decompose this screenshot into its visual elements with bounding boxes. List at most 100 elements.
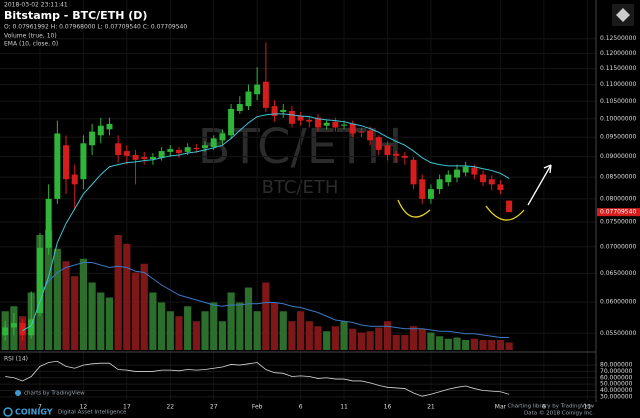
candle-body (89, 131, 96, 146)
candle-body (184, 147, 191, 152)
volume-bar (505, 342, 513, 350)
logo (612, 4, 634, 26)
candle-body (401, 155, 408, 158)
volume-bar (418, 328, 426, 350)
volume-bar (192, 321, 200, 350)
candle-body (419, 179, 426, 199)
candle-body (393, 153, 400, 156)
volume-bar (175, 316, 183, 350)
volume-bar (123, 243, 131, 350)
candle-body (228, 108, 235, 136)
y-tick-label: 0.12500000 (600, 35, 636, 42)
candle-body (149, 157, 156, 160)
volume-bar (479, 340, 487, 350)
candle-body (367, 130, 374, 141)
candle-body (80, 143, 87, 180)
candle-body (63, 145, 70, 180)
volume-bar (279, 311, 287, 350)
candle-body (245, 91, 252, 107)
logo-mark (616, 8, 630, 22)
y-tick-label: 0.06500000 (600, 270, 636, 277)
volume-bar (357, 332, 366, 350)
candle-body (54, 133, 61, 199)
volume-bar (62, 261, 70, 350)
volume-bar (45, 230, 53, 350)
rsi-tick-label: 60.000000 (600, 374, 633, 381)
plot-layer: 0.12500000 0.12000000 0.11500000 0.11000000… (0, 0, 636, 400)
annotation-arrow (527, 164, 552, 206)
candle-body (332, 121, 339, 128)
candle-body (314, 117, 321, 128)
candle-body (349, 123, 356, 134)
candle-body (219, 133, 226, 141)
coinigy-icon (3, 407, 13, 417)
volume-bar (270, 302, 279, 350)
volume-bar (470, 338, 478, 350)
x-tick-label: Feb (252, 404, 263, 411)
x-tick-label: 21 (427, 404, 435, 411)
candle-body (271, 106, 278, 116)
y-tick-label: 0.08500000 (600, 174, 636, 181)
candle-body (210, 138, 217, 148)
candle-body (506, 200, 513, 213)
volume-bar (236, 302, 244, 350)
watermark-sub: BTC/ETH (262, 177, 339, 198)
rsi-tick-label: 50.000000 (600, 381, 633, 388)
volume-bar (71, 276, 79, 350)
x-tick-label: 16 (384, 404, 392, 411)
candle-body (28, 319, 35, 336)
ohlc-readout: O: 0.07961992 H: 0.07968000 L: 0.0770954… (4, 24, 187, 31)
y-tick-label: 0.09000000 (600, 153, 636, 160)
volume-bar (53, 248, 61, 350)
candle-body (375, 137, 382, 150)
volume-bar (184, 306, 192, 350)
copyright: Data © 2018 Coinigy Inc. (524, 410, 594, 417)
volume-bar (210, 302, 218, 350)
candle-body (384, 145, 391, 156)
x-tick-label: 12 (80, 404, 88, 411)
volume-bar (331, 326, 339, 350)
volume-bar (105, 297, 114, 350)
candle-body (341, 124, 348, 126)
volume-bar (305, 321, 313, 350)
candle-body (254, 84, 261, 95)
volume-ma-line (39, 262, 510, 338)
ema-line (22, 113, 510, 332)
annotation-curve (397, 199, 431, 218)
volume-bar (383, 321, 392, 350)
volume-bar (140, 263, 148, 350)
last-price-tag (597, 208, 640, 217)
x-tick-label: Mar (495, 404, 507, 411)
volume-bar (349, 328, 357, 350)
volume-bar (244, 287, 253, 350)
x-tick-label: 11 (583, 404, 591, 411)
volume-bar (409, 326, 418, 350)
candle-body (427, 189, 434, 199)
rsi-tick-label: 80.000000 (600, 362, 633, 369)
volume-bar (288, 321, 296, 350)
candle-body (262, 81, 269, 108)
volume-bar (453, 337, 461, 350)
volume-legend: Volume (true, 10) (4, 33, 57, 40)
candle-body (497, 184, 504, 191)
last-price-label: 0.07709540 (600, 209, 636, 216)
volume-bar (97, 292, 105, 350)
y-tick-label: 0.10500000 (600, 98, 636, 105)
y-tick-label: 0.08000000 (600, 195, 636, 202)
x-tick-label: 22 (166, 404, 174, 411)
candle-body (175, 149, 182, 154)
volume-bar (218, 321, 227, 350)
y-tick-label: 0.05500000 (600, 330, 636, 337)
volume-bar (462, 340, 470, 350)
volume-bar (496, 340, 505, 350)
candle-body (436, 179, 443, 190)
volume-bar (375, 327, 383, 350)
candle-body (36, 247, 43, 314)
candle-body (45, 198, 52, 248)
volume-bar (262, 282, 270, 350)
volume-bar (488, 340, 496, 350)
candle-body (141, 157, 148, 160)
candle-body (488, 179, 495, 185)
